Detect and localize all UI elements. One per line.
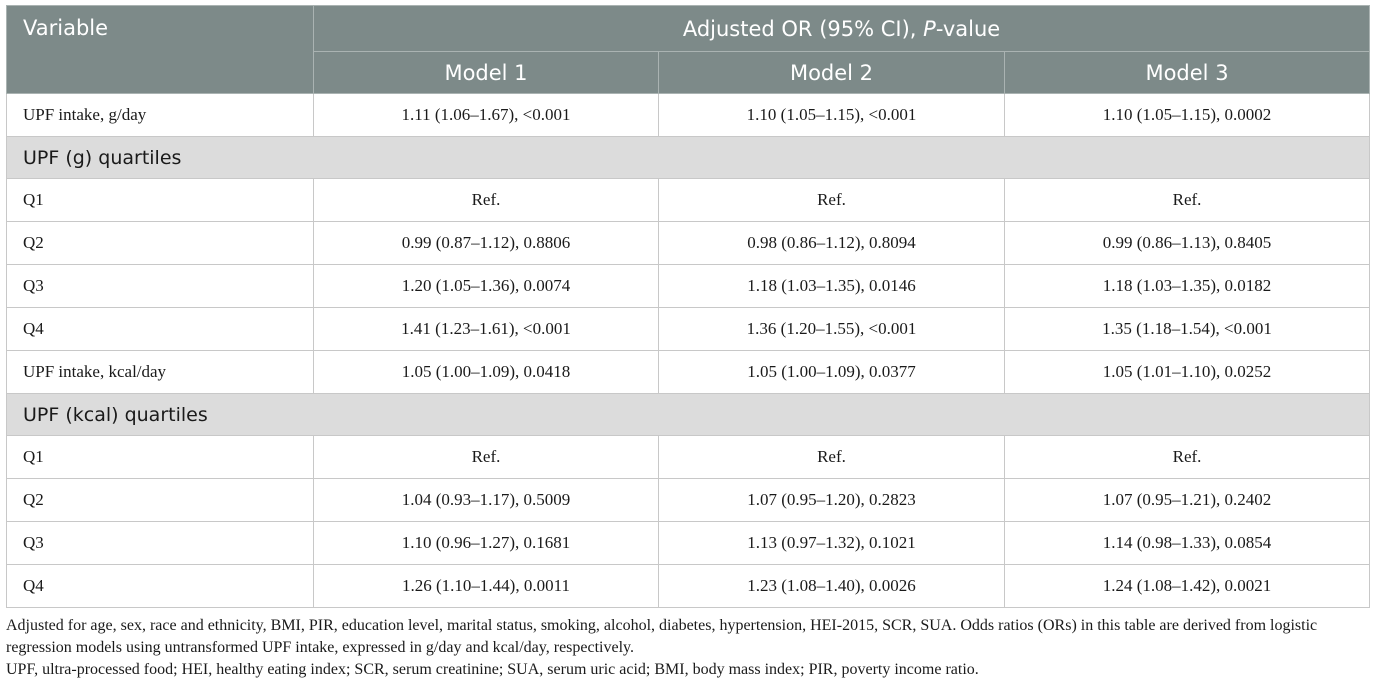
model-2-value: 1.05 (1.00–1.09), 0.0377 <box>658 350 1005 394</box>
group-header-text: Adjusted OR (95% CI), <box>682 16 924 41</box>
section-label: UPF (g) quartiles <box>5 136 1371 179</box>
model-3-value: 1.05 (1.01–1.10), 0.0252 <box>1003 350 1371 394</box>
row-label: Q2 <box>6 221 314 265</box>
model-2-value: 1.10 (1.05–1.15), <0.001 <box>658 93 1005 137</box>
model-3-value: 1.18 (1.03–1.35), 0.0182 <box>1003 264 1371 308</box>
model-2-header: Model 2 <box>658 51 1005 94</box>
table-row: Q3 1.20 (1.05–1.36), 0.0074 1.18 (1.03–1.3… <box>6 264 1371 308</box>
model-3-value: Ref. <box>1003 178 1371 222</box>
model-header-row: Model 1 Model 2 Model 3 <box>7 51 1371 94</box>
table-row: Q1 Ref. Ref. Ref. <box>6 435 1371 479</box>
model-1-value: 1.26 (1.10–1.44), 0.0011 <box>313 564 659 608</box>
model-3-value: 1.10 (1.05–1.15), 0.0002 <box>1003 93 1371 137</box>
model-3-value: 0.99 (0.86–1.13), 0.8405 <box>1003 221 1371 265</box>
variable-header: Variable <box>6 5 314 94</box>
table-footnotes: Adjusted for age, sex, race and ethnicit… <box>6 615 1371 681</box>
row-label: Q2 <box>6 478 314 522</box>
model-2-value: 1.07 (0.95–1.20), 0.2823 <box>658 478 1005 522</box>
row-label: Q4 <box>6 564 314 608</box>
model-2-value: 1.13 (0.97–1.32), 0.1021 <box>658 521 1005 565</box>
model-2-value: 1.23 (1.08–1.40), 0.0026 <box>658 564 1005 608</box>
footnote-abbreviations: UPF, ultra-processed food; HEI, healthy … <box>6 661 979 678</box>
row-label: UPF intake, g/day <box>6 93 314 137</box>
model-3-header: Model 3 <box>1003 51 1371 94</box>
table-row: Q2 0.99 (0.87–1.12), 0.8806 0.98 (0.86–1.1… <box>6 221 1371 265</box>
row-label: UPF intake, kcal/day <box>6 350 314 394</box>
table-row: Q3 1.10 (0.96–1.27), 0.1681 1.13 (0.97–1.3… <box>6 521 1371 565</box>
row-label: Q4 <box>6 307 314 351</box>
model-1-header: Model 1 <box>313 51 659 94</box>
row-label: Q3 <box>6 521 314 565</box>
table-row: Q1 Ref. Ref. Ref. <box>6 178 1371 222</box>
model-1-value: Ref. <box>313 178 659 222</box>
section-row: UPF (kcal) quartiles <box>5 393 1371 436</box>
model-1-value: Ref. <box>313 435 659 479</box>
table-body: UPF intake, g/day 1.11 (1.06–1.67), <0.00… <box>5 93 1371 608</box>
table-row: Q2 1.04 (0.93–1.17), 0.5009 1.07 (0.95–1.2… <box>6 478 1371 522</box>
model-1-value: 1.20 (1.05–1.36), 0.0074 <box>313 264 659 308</box>
table-row: UPF intake, g/day 1.11 (1.06–1.67), <0.00… <box>6 93 1371 137</box>
model-1-value: 1.11 (1.06–1.67), <0.001 <box>313 93 659 137</box>
model-2-value: 0.98 (0.86–1.12), 0.8094 <box>658 221 1005 265</box>
group-header-italic: P <box>923 16 936 41</box>
model-1-value: 1.05 (1.00–1.09), 0.0418 <box>313 350 659 394</box>
model-1-value: 0.99 (0.87–1.12), 0.8806 <box>313 221 659 265</box>
row-label: Q1 <box>6 435 314 479</box>
model-1-value: 1.04 (0.93–1.17), 0.5009 <box>313 478 659 522</box>
model-1-value: 1.10 (0.96–1.27), 0.1681 <box>313 521 659 565</box>
row-label: Q1 <box>6 178 314 222</box>
model-3-value: 1.24 (1.08–1.42), 0.0021 <box>1003 564 1371 608</box>
model-3-value: 1.14 (0.98–1.33), 0.0854 <box>1003 521 1371 565</box>
table-row: Q4 1.41 (1.23–1.61), <0.001 1.36 (1.20–1.5… <box>6 307 1371 351</box>
table-row: UPF intake, kcal/day 1.05 (1.00–1.09), 0.… <box>6 350 1371 394</box>
row-label: Q3 <box>6 264 314 308</box>
model-3-value: 1.35 (1.18–1.54), <0.001 <box>1003 307 1371 351</box>
model-2-value: 1.36 (1.20–1.55), <0.001 <box>658 307 1005 351</box>
section-label: UPF (kcal) quartiles <box>5 393 1371 436</box>
model-2-value: 1.18 (1.03–1.35), 0.0146 <box>658 264 1005 308</box>
model-1-value: 1.41 (1.23–1.61), <0.001 <box>313 307 659 351</box>
section-row: UPF (g) quartiles <box>5 136 1371 179</box>
group-header: Adjusted OR (95% CI), P-value <box>312 5 1371 52</box>
footnote-adjustment: Adjusted for age, sex, race and ethnicit… <box>6 617 1318 656</box>
table-row: Q4 1.26 (1.10–1.44), 0.0011 1.23 (1.08–1.4… <box>6 564 1371 608</box>
results-table: Variable Adjusted OR (95% CI), P-value M… <box>5 5 1371 608</box>
model-3-value: Ref. <box>1003 435 1371 479</box>
model-2-value: Ref. <box>658 435 1005 479</box>
header-row: Variable Adjusted OR (95% CI), P-value <box>6 5 1371 94</box>
group-header-suffix: -value <box>935 16 1001 41</box>
model-2-value: Ref. <box>658 178 1005 222</box>
model-3-value: 1.07 (0.95–1.21), 0.2402 <box>1003 478 1371 522</box>
